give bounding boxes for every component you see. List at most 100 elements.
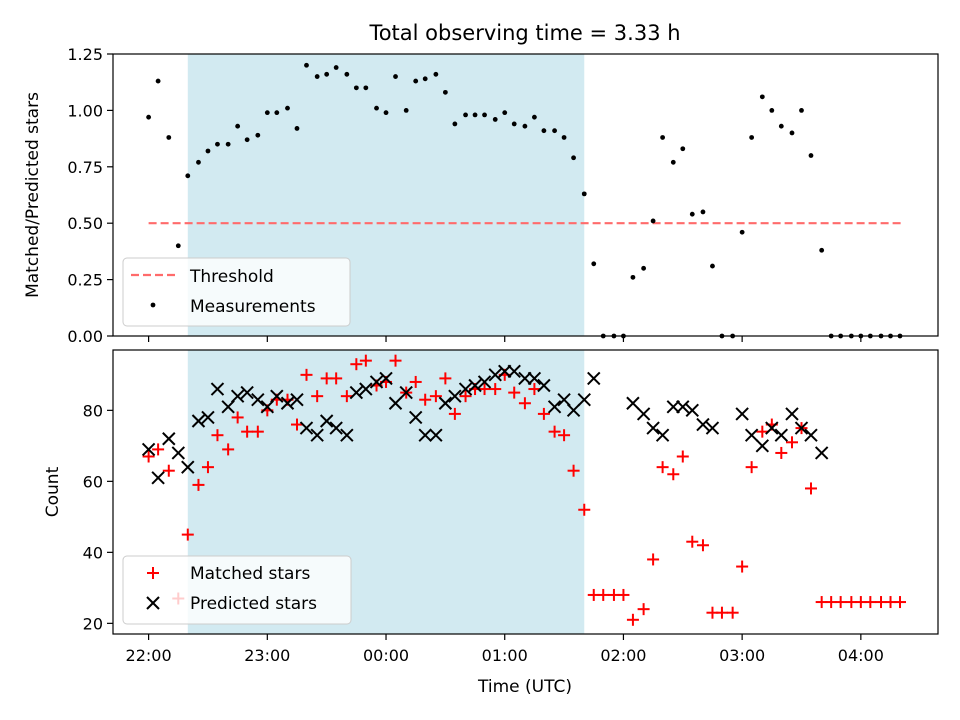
matched-stars-point <box>478 383 491 396</box>
measurements-legend-marker <box>150 302 156 308</box>
x-axis-label: Time (UTC) <box>477 677 572 697</box>
predicted-stars-point <box>557 392 571 407</box>
matched-stars-legend-marker <box>147 567 159 579</box>
measurements-point <box>304 62 309 68</box>
matched-stars-point <box>537 407 550 420</box>
matched-stars-point <box>528 383 541 396</box>
ratio-panel: 0.00 0.25 0.50 0.75 1.00 1.25 Matched/Predict… <box>23 45 939 346</box>
predicted-stars-point <box>162 432 176 446</box>
matched-stars-point <box>626 613 639 626</box>
predicted-stars-point <box>507 364 521 379</box>
matched-stars-point <box>745 461 758 474</box>
matched-stars-point <box>359 354 372 367</box>
predicted-stars-point <box>814 446 829 460</box>
predicted-stars-point <box>290 392 304 407</box>
y-tick-label: 40 <box>83 543 103 562</box>
predicted-stars-point <box>329 421 343 435</box>
predicted-stars-point <box>349 385 364 400</box>
chart-title: Total observing time = 3.33 h <box>368 21 680 45</box>
count-panel-y-ticks: 20 40 60 80 <box>83 401 113 633</box>
measurements-point <box>769 108 775 113</box>
measurements-point <box>185 173 191 179</box>
matched-stars-point <box>518 397 531 410</box>
measurements-point <box>274 110 280 116</box>
measurements-point <box>561 135 567 140</box>
measurements-point <box>452 121 458 127</box>
predicted-stars-point <box>438 396 453 410</box>
matched-stars-point <box>756 425 769 438</box>
matched-stars-point <box>429 390 442 403</box>
measurements-point <box>333 65 339 70</box>
y-tick-label: 0.75 <box>67 158 103 177</box>
predicted-stars-point <box>388 396 403 410</box>
predicted-stars-point <box>755 439 770 453</box>
matched-stars-point <box>597 588 610 601</box>
predicted-stars-point <box>646 421 660 435</box>
ratio-panel-legend: Threshold Measurements <box>122 257 351 327</box>
measurements-point <box>393 74 398 79</box>
matched-stars-point <box>894 596 907 609</box>
predicted-stars-point <box>418 428 432 442</box>
matched-stars-point <box>330 372 343 385</box>
measurements-point <box>759 94 765 100</box>
measurements-point <box>739 229 745 235</box>
matched-stars-point <box>715 606 728 619</box>
matched-stars-point <box>350 358 363 371</box>
matched-stars-point <box>290 418 303 431</box>
matched-stars-point <box>676 450 689 463</box>
measurements-point <box>670 159 676 165</box>
predicted-stars-point <box>587 371 601 386</box>
measurements-point <box>314 74 320 79</box>
predicted-stars-point <box>379 371 393 386</box>
matched-stars-point <box>142 450 155 463</box>
matched-stars-point <box>785 436 798 449</box>
matched-stars-point <box>448 407 461 420</box>
matched-stars-point <box>222 443 235 456</box>
measurements-point <box>819 247 825 253</box>
measurements-point <box>383 110 389 116</box>
matched-stars-point <box>864 596 877 609</box>
predicted-stars-point <box>804 428 818 442</box>
predicted-stars-point <box>210 382 225 396</box>
predicted-stars-point <box>230 389 245 403</box>
predicted-stars-point <box>774 428 789 442</box>
count-panel-frame <box>112 349 939 635</box>
measurements-point <box>502 110 508 116</box>
predicted-stars-point <box>794 421 809 435</box>
matched-stars-point <box>617 588 630 601</box>
matched-stars-point <box>181 528 194 541</box>
measurements-point <box>264 110 270 116</box>
measurements-point <box>374 105 379 111</box>
predicted-stars-point <box>408 410 423 425</box>
matched-stars-point <box>192 478 205 491</box>
predicted-stars-point <box>310 428 324 442</box>
count-panel-legend-box <box>122 555 352 625</box>
measurements-point <box>225 141 231 147</box>
predicted-stars-point <box>488 368 502 382</box>
predicted-stars-point <box>151 471 165 485</box>
measurements-point <box>146 114 152 120</box>
predicted-stars-point <box>676 400 690 414</box>
matched-stars-point <box>834 596 847 609</box>
ratio-panel-y-axis-label: Matched/Predicted stars <box>23 92 43 298</box>
matched-stars-point <box>241 425 254 438</box>
predicted-stars-point <box>251 392 265 407</box>
matched-stars-point <box>696 539 709 552</box>
measurements-point <box>244 137 250 143</box>
predicted-stars-point <box>171 446 185 460</box>
predicted-stars-point <box>299 421 314 435</box>
matched-stars-point <box>300 368 313 381</box>
measurements-point <box>808 153 814 158</box>
measurements-point <box>255 132 261 138</box>
measurements-point <box>155 78 161 84</box>
predicted-stars-point <box>566 403 581 418</box>
measurements-point <box>215 141 220 147</box>
y-tick-label: 60 <box>83 472 103 491</box>
measurements-point <box>689 211 695 217</box>
measurements-point <box>650 218 656 224</box>
matched-stars-point <box>736 560 749 573</box>
predicted-stars-legend-label: Predicted stars <box>190 594 317 614</box>
measurements-point <box>175 243 181 249</box>
y-tick-label: 1.25 <box>67 45 103 64</box>
y-tick-label: 0.50 <box>67 214 103 233</box>
